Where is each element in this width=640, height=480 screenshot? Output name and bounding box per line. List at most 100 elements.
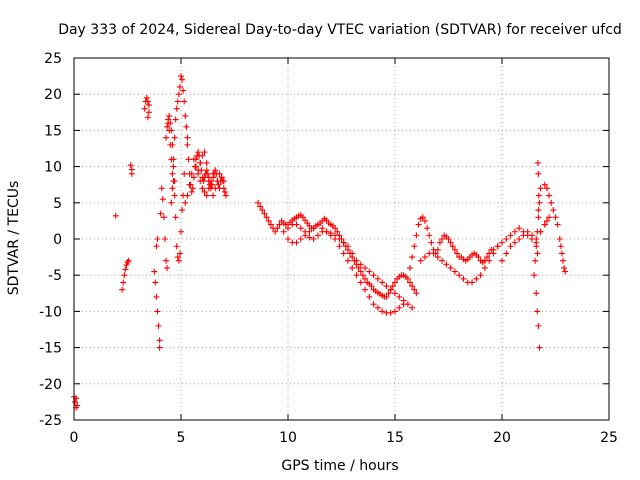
y-tick-label: -25 xyxy=(39,413,62,429)
data-point xyxy=(362,286,369,293)
y-tick-label: -15 xyxy=(39,341,62,357)
data-point xyxy=(280,228,287,235)
data-point xyxy=(370,301,377,308)
data-point xyxy=(417,257,424,264)
data-point xyxy=(511,228,518,235)
data-point xyxy=(430,250,437,257)
data-point xyxy=(357,261,364,268)
data-point xyxy=(532,257,539,264)
data-point xyxy=(366,268,373,275)
y-axis-label: SDTVAR / TECUs xyxy=(6,181,22,296)
data-point xyxy=(536,344,543,351)
data-point xyxy=(507,232,514,239)
data-point xyxy=(557,243,564,250)
data-point xyxy=(212,167,219,174)
data-point xyxy=(404,275,411,282)
data-point xyxy=(186,181,193,188)
data-point xyxy=(552,214,559,221)
y-tick-label: 0 xyxy=(53,232,62,248)
data-point xyxy=(306,234,313,241)
data-point xyxy=(169,141,176,148)
data-point xyxy=(481,264,488,271)
data-point xyxy=(120,279,127,286)
data-point xyxy=(332,225,339,232)
data-point xyxy=(406,279,413,286)
data-point xyxy=(204,170,211,177)
data-point xyxy=(445,236,452,242)
data-point xyxy=(533,290,540,297)
data-point xyxy=(161,236,168,242)
data-point xyxy=(156,344,163,351)
data-point xyxy=(190,156,197,163)
data-point xyxy=(419,214,426,221)
data-point xyxy=(199,152,206,159)
data-point xyxy=(340,250,347,257)
data-point xyxy=(218,174,225,181)
chart-title: Day 333 of 2024, Sidereal Day-to-day VTE… xyxy=(58,22,622,38)
data-point xyxy=(261,210,268,217)
data-point xyxy=(144,114,151,121)
data-point xyxy=(175,257,182,264)
data-point xyxy=(180,87,187,94)
data-point xyxy=(535,322,542,329)
data-point xyxy=(121,272,128,279)
data-point xyxy=(189,185,196,192)
data-point xyxy=(434,254,441,261)
y-tick-label: 25 xyxy=(44,51,62,67)
data-point xyxy=(451,268,458,275)
data-point xyxy=(220,178,227,185)
data-point xyxy=(516,225,523,232)
data-point xyxy=(366,293,373,300)
data-point xyxy=(185,156,192,163)
data-point xyxy=(205,185,212,192)
data-point xyxy=(123,262,130,269)
data-point xyxy=(534,159,541,166)
data-point xyxy=(173,243,180,250)
data-point xyxy=(561,264,568,271)
data-point xyxy=(164,123,171,130)
data-point xyxy=(259,207,266,214)
data-point xyxy=(184,134,191,141)
data-point xyxy=(428,239,435,246)
data-point xyxy=(153,243,160,250)
data-point xyxy=(203,192,210,199)
data-point xyxy=(534,308,541,315)
data-point xyxy=(534,250,541,257)
data-point xyxy=(119,286,126,293)
data-point xyxy=(537,185,544,192)
data-point xyxy=(362,264,369,271)
x-tick-label: 25 xyxy=(600,430,618,446)
data-point xyxy=(188,170,195,177)
data-point xyxy=(443,261,450,268)
data-point xyxy=(209,181,216,188)
data-point xyxy=(285,236,291,242)
data-point xyxy=(175,91,182,98)
y-tick-label: -20 xyxy=(39,377,62,393)
data-point xyxy=(548,199,555,206)
data-point xyxy=(285,225,291,232)
data-point xyxy=(172,116,179,123)
data-point xyxy=(374,275,381,282)
data-point xyxy=(181,170,188,177)
data-point xyxy=(263,214,270,221)
data-point xyxy=(541,181,548,188)
data-point xyxy=(274,225,281,232)
data-point xyxy=(535,214,542,221)
data-point xyxy=(409,254,416,261)
data-point xyxy=(155,322,162,329)
data-point xyxy=(188,188,195,195)
data-point xyxy=(144,98,151,105)
x-tick-label: 5 xyxy=(177,430,186,446)
data-point xyxy=(353,257,360,264)
data-point xyxy=(559,257,566,264)
data-point xyxy=(499,257,505,264)
data-point xyxy=(374,304,381,311)
data-point xyxy=(184,192,191,199)
data-point xyxy=(179,76,186,83)
data-point xyxy=(344,243,351,250)
data-point xyxy=(456,272,463,279)
data-point xyxy=(535,192,542,199)
data-point xyxy=(546,214,553,221)
data-point xyxy=(143,94,150,101)
